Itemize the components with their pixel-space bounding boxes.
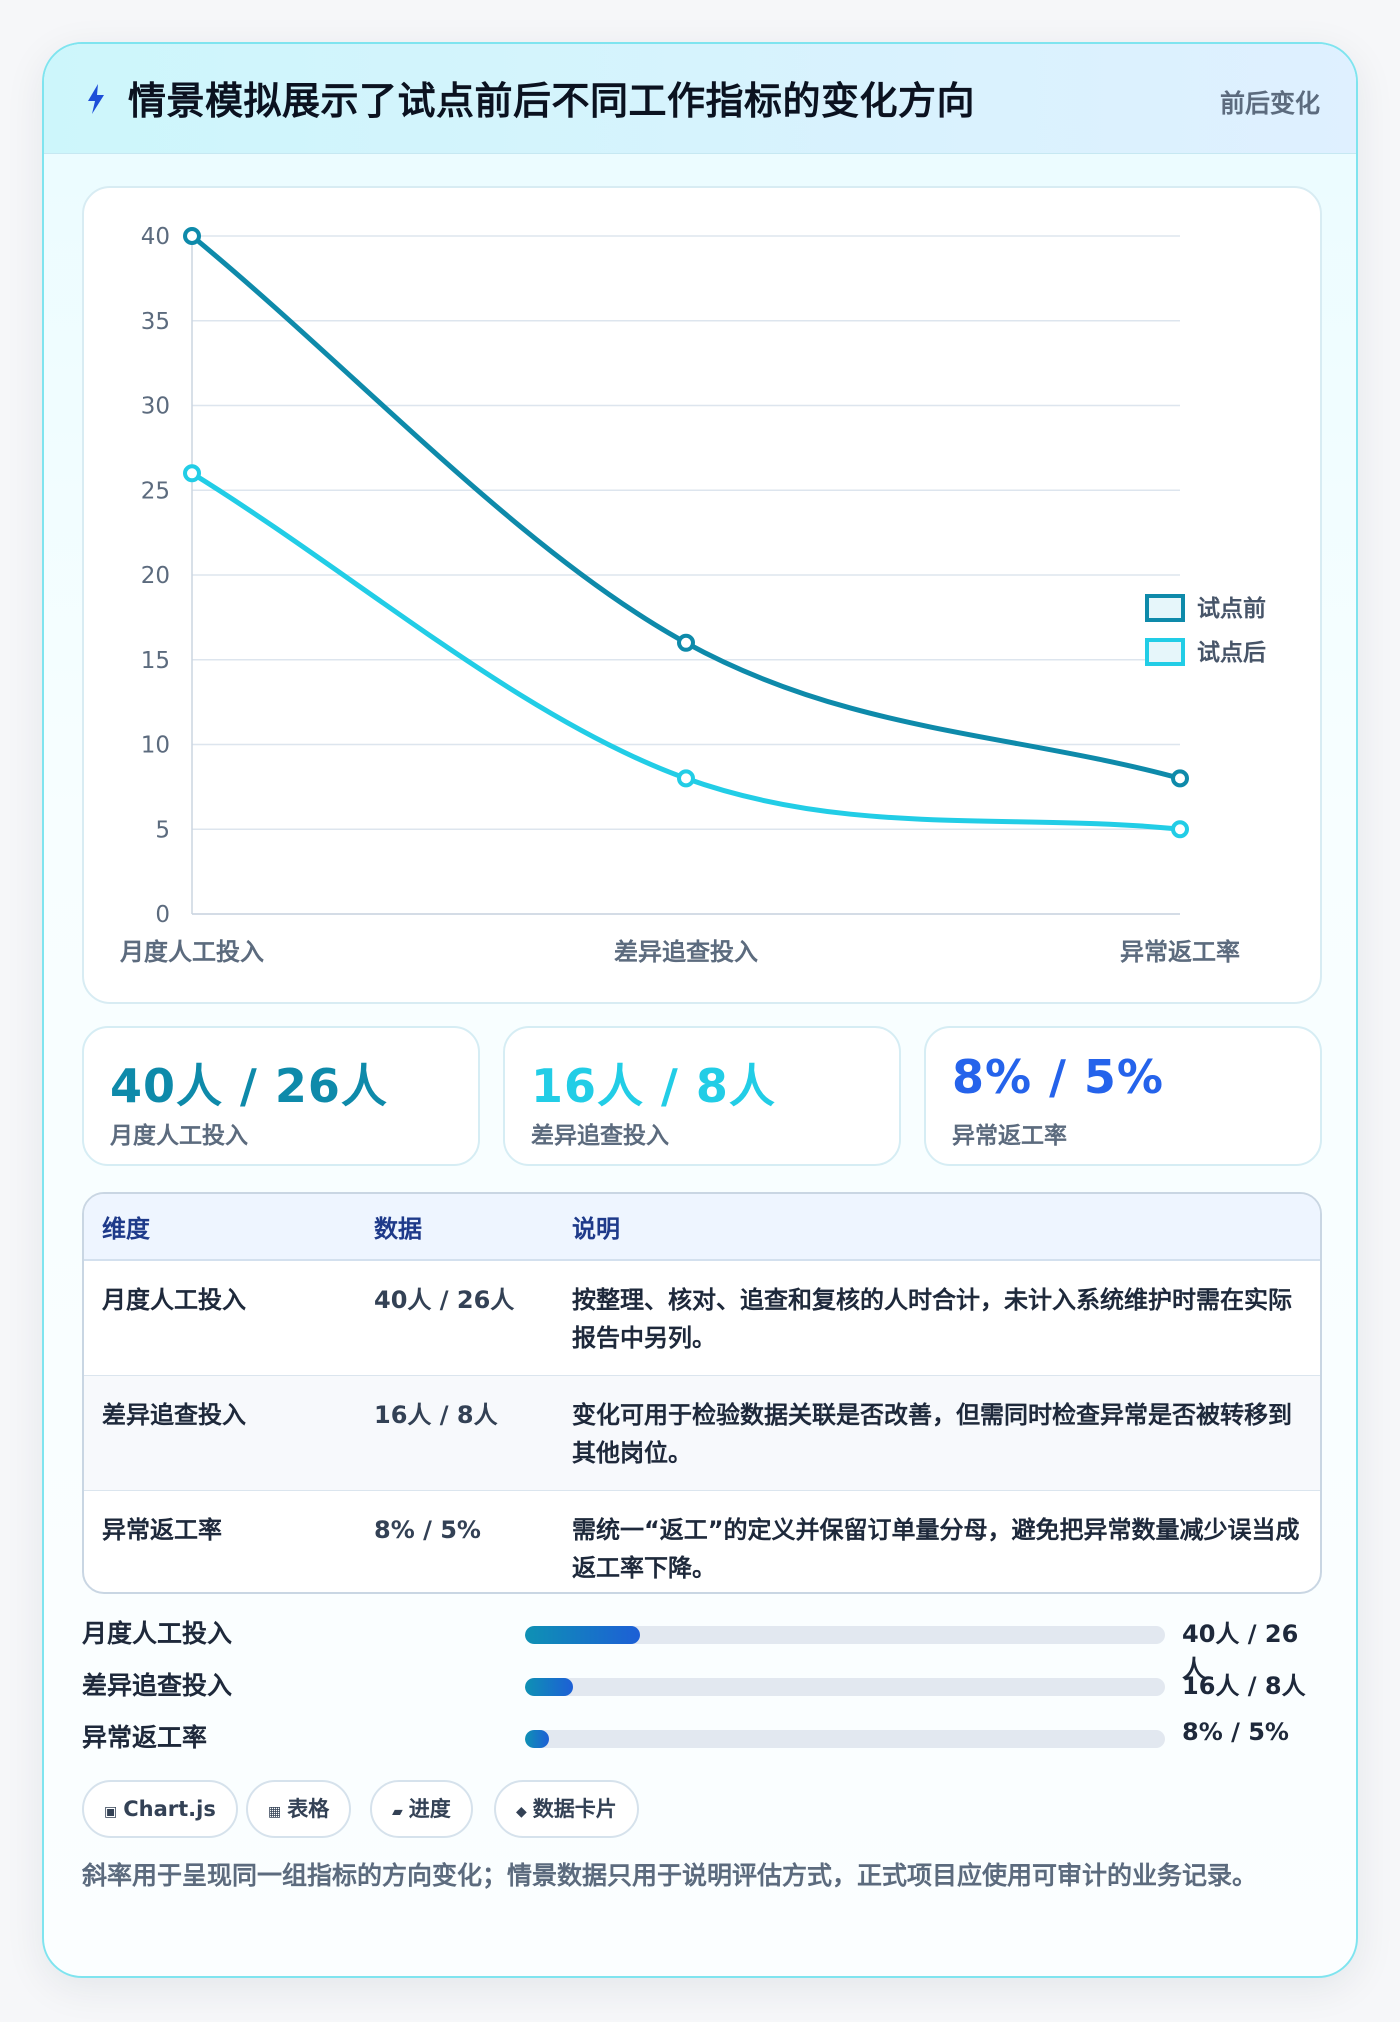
stat-value: 8% / 5% — [952, 1050, 1165, 1104]
chart-icon: ▣ — [104, 1804, 118, 1820]
table-row: 月度人工投入 40人 / 26人 按整理、核对、追查和复核的人时合计，未计入系统… — [84, 1260, 1320, 1376]
card-header: 情景模拟展示了试点前后不同工作指标的变化方向 前后变化 — [44, 44, 1356, 154]
table-cell-dimension: 差异追查投入 — [84, 1375, 356, 1491]
table-header-row: 维度 数据 说明 — [84, 1194, 1320, 1261]
y-tick-label: 20 — [141, 563, 170, 589]
table-row: 异常返工率 8% / 5% 需统一“返工”的定义并保留订单量分母，避免把异常数量… — [84, 1491, 1320, 1593]
card-icon: ◆ — [516, 1804, 527, 1820]
progress-row: 月度人工投入 40人 / 26人 — [82, 1614, 1322, 1683]
progress-value: 8% / 5% — [1182, 1718, 1289, 1746]
data-point — [183, 227, 201, 245]
table-cell-data: 16人 / 8人 — [356, 1375, 554, 1491]
table-cell-note: 需统一“返工”的定义并保留订单量分母，避免把异常数量减少误当成返工率下降。 — [572, 1516, 1300, 1582]
y-tick-label: 0 — [155, 902, 170, 928]
legend-label: 试点后 — [1197, 640, 1266, 666]
progress-list: 月度人工投入 40人 / 26人 差异追查投入 16人 / 8人 异常返工率 8… — [82, 1614, 1322, 1774]
stat-value: 40人 / 26人 — [110, 1059, 388, 1113]
table-cell-dimension: 月度人工投入 — [84, 1260, 356, 1376]
stat-cards: 40人 / 26人 月度人工投入 16人 / 8人 差异追查投入 8% / 5%… — [82, 1026, 1322, 1166]
progress-row: 差异追查投入 16人 / 8人 — [82, 1666, 1322, 1706]
chip-progress[interactable]: ▰ 进度 — [370, 1780, 473, 1838]
progress-label: 异常返工率 — [82, 1723, 208, 1752]
table-cell-note: 按整理、核对、追查和复核的人时合计，未计入系统维护时需在实际报告中另列。 — [554, 1260, 1320, 1376]
x-tick-label: 差异追查投入 — [614, 938, 758, 966]
y-tick-label: 25 — [141, 478, 170, 504]
main-card: 情景模拟展示了试点前后不同工作指标的变化方向 前后变化 0 5 10 15 20 25 30… — [42, 42, 1358, 1978]
data-point — [1171, 769, 1189, 788]
stat-label: 月度人工投入 — [110, 1123, 248, 1149]
data-point — [677, 633, 695, 652]
footnote: 斜率用于呈现同一组指标的方向变化；情景数据只用于说明评估方式，正式项目应使用可审… — [82, 1861, 1258, 1890]
progress-icon: ▰ — [392, 1804, 403, 1820]
data-point — [183, 464, 201, 483]
data-point — [677, 769, 695, 788]
x-tick-label: 月度人工投入 — [119, 938, 264, 966]
progress-label: 月度人工投入 — [82, 1619, 233, 1648]
x-tick-label: 异常返工率 — [1120, 938, 1240, 966]
stat-label: 差异追查投入 — [531, 1123, 669, 1149]
stat-card: 8% / 5% 异常返工率 — [924, 1026, 1322, 1166]
chip-label: 表格 — [287, 1797, 330, 1821]
series-line-1 — [189, 233, 1183, 781]
stat-label: 异常返工率 — [952, 1123, 1067, 1149]
progress-fill — [525, 1626, 641, 1644]
table-cell-data: 40人 / 26人 — [356, 1260, 554, 1376]
stat-card: 16人 / 8人 差异追查投入 — [503, 1026, 901, 1166]
data-point — [1171, 820, 1189, 839]
progress-value: 16人 / 8人 — [1182, 1672, 1306, 1700]
legend-label: 试点前 — [1197, 595, 1266, 622]
legend-swatch — [1145, 594, 1185, 622]
table-row: 差异追查投入 16人 / 8人 变化可用于检验数据关联是否改善，但需同时检查异常… — [84, 1375, 1320, 1491]
table-header-cell: 说明 — [554, 1194, 1320, 1261]
chip-table[interactable]: ▦ 表格 — [246, 1780, 352, 1838]
progress-fill — [525, 1730, 550, 1748]
progress-row: 异常返工率 8% / 5% — [82, 1718, 1322, 1758]
chip-chartjs[interactable]: ▣ Chart.js — [82, 1780, 238, 1838]
y-tick-label: 30 — [141, 394, 170, 420]
table-cell-dimension: 异常返工率 — [102, 1516, 222, 1544]
chip-label: Chart.js — [123, 1797, 216, 1821]
header-tag: 前后变化 — [1219, 89, 1320, 118]
y-tick-label: 35 — [141, 309, 170, 335]
feature-chips: ▣ Chart.js ▦ 表格 ▰ 进度 ◆ 数据卡片 — [82, 1780, 1322, 1838]
table-cell-note: 变化可用于检验数据关联是否改善，但需同时检查异常是否被转移到其他岗位。 — [554, 1375, 1320, 1491]
y-tick-label: 15 — [141, 648, 170, 674]
legend-swatch — [1145, 638, 1185, 666]
progress-track — [525, 1730, 1165, 1748]
data-table: 维度 数据 说明 月度人工投入 40人 / 26人 按整理、核对、追查和复核的人… — [82, 1192, 1322, 1594]
y-tick-label: 40 — [141, 224, 170, 250]
chip-label: 进度 — [408, 1797, 451, 1821]
table-header-cell: 数据 — [356, 1194, 554, 1261]
progress-track — [525, 1626, 1165, 1644]
y-tick-label: 5 — [155, 817, 170, 843]
table-cell-data: 8% / 5% — [374, 1516, 481, 1544]
progress-value: 40人 / 26人 — [1182, 1620, 1299, 1683]
progress-fill — [525, 1678, 573, 1696]
chart-panel: 0 5 10 15 20 25 30 35 40 月度人工投入 差异追查投入 异常返工率 试点前试点后 — [82, 186, 1322, 1004]
progress-track — [525, 1678, 1165, 1696]
lightning-icon — [88, 84, 104, 114]
table-icon: ▦ — [268, 1804, 282, 1820]
stat-value: 16人 / 8人 — [531, 1059, 776, 1113]
y-tick-label: 10 — [141, 733, 170, 759]
table-header-cell: 维度 — [84, 1194, 356, 1261]
stat-card: 40人 / 26人 月度人工投入 — [82, 1026, 480, 1166]
chip-data-card[interactable]: ◆ 数据卡片 — [494, 1780, 639, 1838]
chip-label: 数据卡片 — [532, 1797, 617, 1821]
progress-label: 差异追查投入 — [82, 1671, 233, 1700]
page-title: 情景模拟展示了试点前后不同工作指标的变化方向 — [128, 79, 976, 123]
